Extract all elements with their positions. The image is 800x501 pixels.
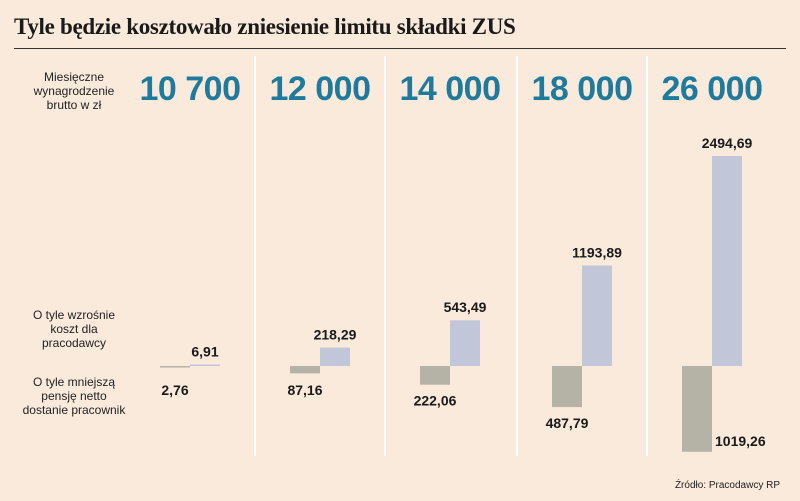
employer-value-label: 218,29 — [314, 327, 357, 343]
employer-value-label: 6,91 — [191, 344, 218, 360]
employee-value-label: 87,16 — [287, 382, 322, 398]
title-divider — [14, 48, 786, 49]
employee-bar — [420, 366, 450, 385]
source-note: Źródło: Pracodawcy RP — [674, 480, 780, 491]
salary-heading: 26 000 — [661, 70, 764, 108]
employer-bar — [190, 364, 220, 366]
salary-row-label: Miesięczne wynagrodzenie brutto w zł — [33, 70, 115, 112]
salary-heading: 14 000 — [399, 70, 502, 108]
employer-bar — [450, 320, 480, 366]
employer-row-label: O tyle wzrośnie koszt dla pracodawcy — [32, 308, 116, 350]
chart-title: Tyle będzie kosztowało zniesienie limitu… — [14, 14, 516, 39]
employee-bar — [290, 366, 320, 374]
employer-bar — [582, 265, 612, 366]
employee-value-label: 222,06 — [414, 393, 457, 409]
employer-value-label: 1193,89 — [572, 244, 622, 260]
salary-heading: 12 000 — [269, 70, 372, 108]
employee-row-label: O tyle mniejszą pensję netto dostanie pr… — [22, 375, 126, 417]
salary-heading: 18 000 — [531, 70, 634, 108]
employer-bar — [712, 156, 742, 366]
employee-value-label: 1019,26 — [715, 433, 766, 449]
employee-value-label: 487,79 — [546, 415, 589, 431]
employer-bar — [320, 347, 350, 366]
salary-heading: 10 700 — [139, 70, 242, 108]
employee-bar — [160, 366, 190, 368]
employee-value-label: 2,76 — [161, 382, 188, 398]
employer-value-label: 2494,69 — [702, 135, 753, 151]
employer-value-label: 543,49 — [444, 299, 487, 315]
employee-bar — [682, 366, 712, 452]
employee-bar — [552, 366, 582, 408]
